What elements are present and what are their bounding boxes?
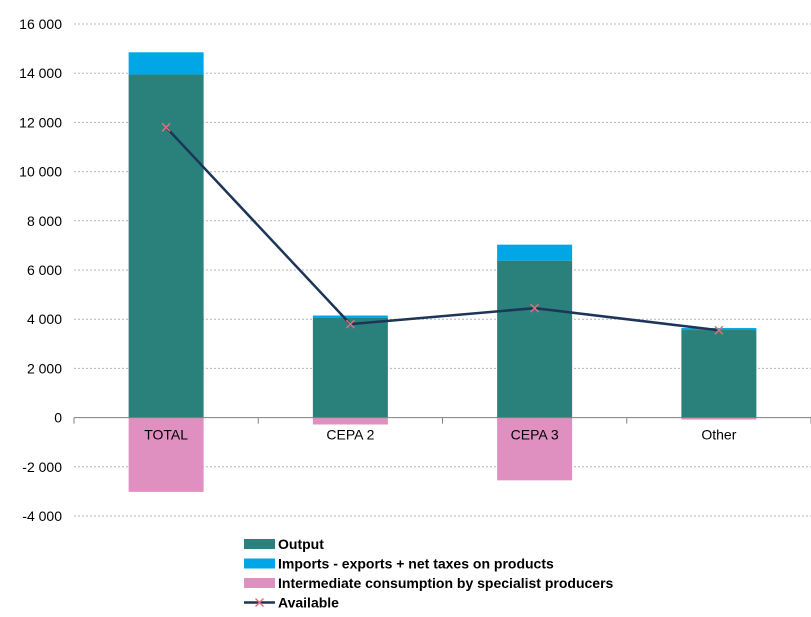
bar-output-cepa-3	[497, 260, 573, 418]
y-tick-label: 8 000	[27, 213, 62, 229]
legend-label: Available	[278, 595, 339, 611]
y-tick-label: -2 000	[22, 459, 62, 475]
legend-label: Intermediate consumption by specialist p…	[278, 575, 614, 591]
legend-swatch	[244, 578, 275, 588]
category-label: CEPA 2	[326, 427, 374, 443]
available-line	[161, 122, 724, 335]
y-tick-label: 6 000	[27, 262, 62, 278]
legend-item: Intermediate consumption by specialist p…	[244, 575, 614, 591]
category-label: Other	[701, 427, 736, 443]
available-point	[530, 303, 540, 313]
legend-label: Imports - exports + net taxes on product…	[278, 556, 554, 572]
category-label: TOTAL	[144, 427, 188, 443]
legend-swatch	[244, 558, 275, 569]
bar-intermediate-consumption-by-specialist-producers-other	[681, 417, 757, 420]
y-tick-label: 14 000	[19, 65, 62, 81]
gridlines	[74, 23, 811, 517]
marker-stroke	[530, 303, 540, 313]
available-point	[714, 325, 724, 335]
bar-imports-exports-net-taxes-on-products-total	[128, 52, 204, 75]
legend: Output Imports - exports + net taxes on p…	[244, 536, 614, 611]
axes: -4 000 -2 000 0 2 000 4 000 6 000 8 000 10 000 1…	[19, 16, 811, 524]
bar-output-total	[128, 74, 204, 418]
legend-marker	[254, 597, 265, 608]
marker-stroke	[345, 319, 355, 329]
y-tick-label: 4 000	[27, 311, 62, 327]
y-tick-label: 12 000	[19, 114, 62, 130]
bar-intermediate-consumption-by-specialist-producers-cepa-2	[312, 417, 388, 425]
y-tick-label: 16 000	[19, 16, 62, 32]
y-tick-label: 10 000	[19, 164, 62, 180]
legend-item: Imports - exports + net taxes on product…	[244, 556, 554, 572]
y-tick-label: -4 000	[22, 508, 62, 524]
y-tick-label: 2 000	[27, 360, 62, 376]
bar-output-cepa-2	[312, 317, 388, 418]
marker-stroke	[161, 122, 171, 132]
bar-imports-exports-net-taxes-on-products-cepa-3	[497, 244, 573, 261]
bar-intermediate-consumption-by-specialist-producers-total	[128, 417, 204, 492]
category-label: CEPA 3	[511, 427, 559, 443]
legend-item: Available	[244, 595, 339, 611]
bars	[128, 52, 757, 492]
bar-output-other	[681, 330, 757, 418]
y-tick-label: 0	[54, 410, 62, 426]
available-point	[345, 319, 355, 329]
legend-swatch	[244, 539, 275, 549]
available-point	[161, 122, 171, 132]
legend-label: Output	[278, 536, 324, 552]
marker-stroke	[714, 325, 724, 335]
legend-item: Output	[244, 536, 324, 552]
bar-intermediate-consumption-by-specialist-producers-cepa-3	[497, 417, 573, 481]
available-line-path	[165, 126, 720, 332]
bar-imports-exports-net-taxes-on-products-cepa-2	[312, 315, 388, 318]
